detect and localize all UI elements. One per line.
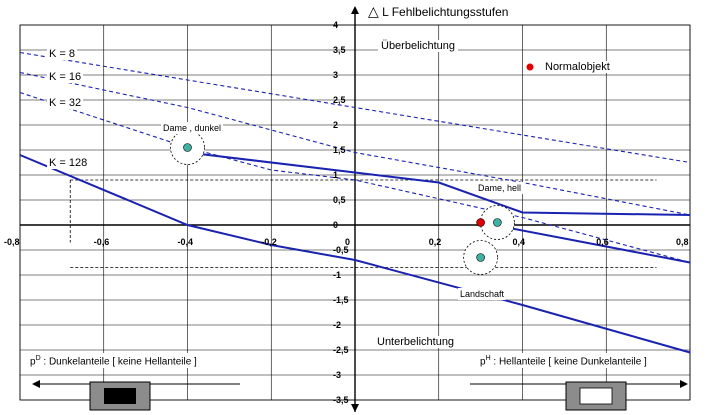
series-line-k=128 [19, 154, 691, 354]
right-note-prefix: p [480, 356, 486, 368]
y-tick-label: 3 [333, 70, 339, 80]
y-axis-label: Fehlbelichtungsstufen [391, 5, 509, 19]
y-tick-label: -1 [333, 270, 342, 280]
point-label-dame-dunkel: Dame , dunkel [161, 122, 224, 134]
series-label-k128: K = 128 [47, 157, 90, 169]
y-tick-label: 1,5 [333, 145, 346, 155]
series-label-k16: K = 16 [47, 71, 84, 83]
x-tick-label: 0,8 [676, 237, 689, 247]
legend-normal-label: Normalobjekt [542, 61, 613, 73]
y-tick-label: 4 [333, 20, 339, 30]
y-axis-letter: L [382, 5, 389, 19]
under-label: Unterbelichtung [374, 336, 458, 348]
y-tick-label: -0,5 [333, 245, 349, 255]
y-tick-label: 1 [333, 170, 339, 180]
right-arrow-head [680, 380, 688, 388]
legend-normal-marker [526, 63, 534, 71]
data-point-landschaft [476, 253, 485, 262]
data-point-normalobjekt [476, 218, 485, 227]
solid-segment-0 [187, 151, 691, 216]
delta-symbol: △ [368, 3, 379, 19]
y-tick-label: 0 [333, 220, 339, 230]
y-tick-label: -3,5 [333, 395, 349, 405]
right-note-sub: H [485, 355, 491, 362]
y-tick-label: 3,5 [333, 45, 346, 55]
y-axis-arrow-up [351, 6, 359, 14]
x-tick-label: 0,4 [512, 237, 526, 247]
x-tick-label: -0,8 [4, 237, 20, 247]
y-tick-label: -2,5 [333, 345, 349, 355]
over-label: Überbelichtung [378, 40, 458, 52]
series-line-k=8 [19, 51, 691, 164]
series-line-k=16 [19, 71, 691, 216]
x-tick-label: -0,2 [261, 237, 277, 247]
x-tick-label: -0,4 [177, 237, 194, 247]
x-tick-label: 0,2 [428, 237, 442, 247]
y-tick-label: -1,5 [333, 295, 349, 305]
point-label-dame-hell: Dame, hell [476, 182, 524, 194]
y-tick-label: 2,5 [333, 95, 346, 105]
series-label-k32: K = 32 [47, 97, 84, 109]
left-arrow-head [32, 380, 40, 388]
y-axis-arrow-down [351, 404, 359, 412]
left-note-sub: D [35, 355, 41, 362]
y-tick-label: -3 [333, 370, 342, 380]
left-note-prefix: p [30, 356, 36, 368]
data-point-dame-dunkel [183, 143, 192, 152]
y-tick-label: 0,5 [333, 195, 346, 205]
left-note: pD : Dunkelanteile [ keine Hellanteile ] [28, 353, 199, 369]
right-note-text: : Hellanteile [ keine Dunkelanteile ] [493, 356, 647, 368]
x-tick-label: 0,6 [596, 237, 609, 247]
left-note-text: : Dunkelanteile [ keine Hellanteile ] [43, 356, 197, 368]
y-tick-label: 2 [333, 120, 339, 130]
dark-swatch [104, 388, 136, 404]
y-tick-label: -2 [333, 320, 342, 330]
series-label-k8: K = 8 [47, 48, 77, 60]
point-label-landschaft: Landschaft [458, 288, 507, 300]
y-axis-title: △ L Fehlbelichtungsstufen [368, 3, 509, 19]
x-tick-label: 0 [345, 237, 351, 247]
right-note: pH : Hellanteile [ keine Dunkelanteile ] [478, 353, 649, 369]
series-line-k=32 [19, 91, 691, 264]
data-point-dame-hell [493, 218, 502, 227]
solid-segment-1 [480, 221, 691, 264]
x-tick-label: -0,6 [93, 237, 110, 247]
light-swatch [579, 387, 613, 405]
